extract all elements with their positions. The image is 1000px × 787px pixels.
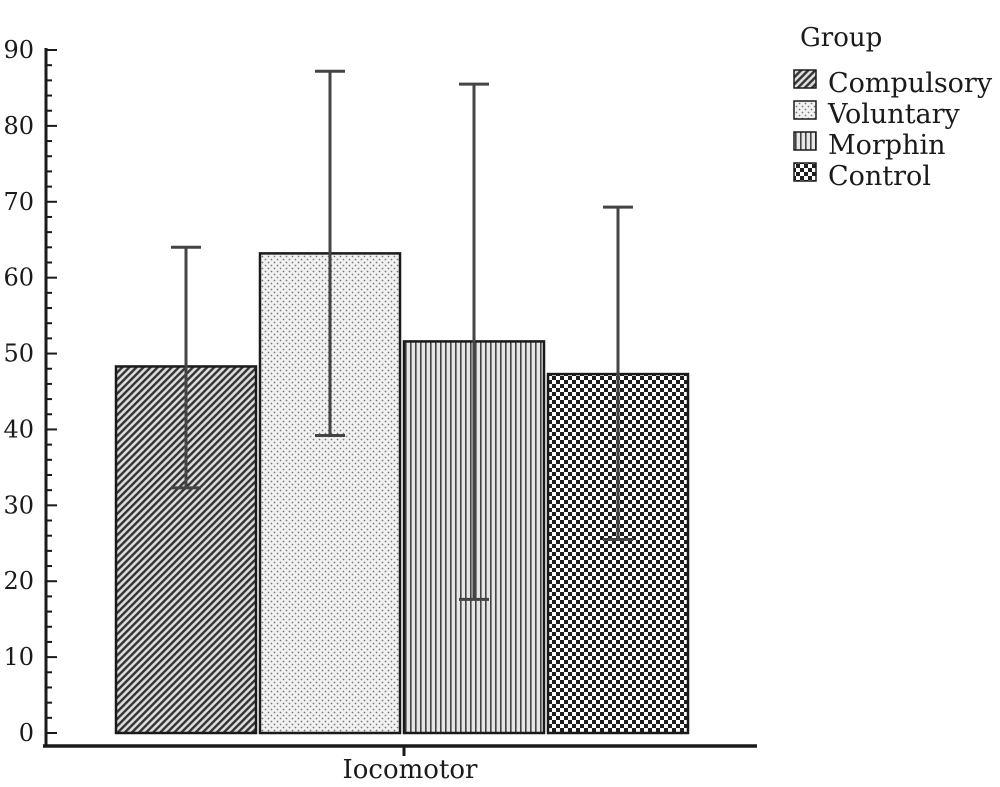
y-tick-label: 60 [3, 264, 34, 292]
legend-swatch-control [793, 162, 817, 182]
x-category-label: Iocomotor [343, 755, 479, 785]
y-tick-label: 70 [3, 188, 34, 216]
bars [114, 252, 690, 735]
legend-label-voluntary: Voluntary [827, 99, 961, 130]
legend-swatch-voluntary [793, 100, 817, 120]
y-tick-label: 50 [3, 340, 34, 368]
legend-label-compulsory: Compulsory [828, 68, 993, 99]
y-tick-label: 40 [3, 415, 34, 443]
y-tick-label: 20 [3, 567, 34, 595]
y-tick-label: 0 [19, 719, 34, 747]
y-tick-label: 30 [3, 491, 34, 519]
legend-swatch-morphin [793, 131, 817, 151]
legend-title: Group [800, 23, 882, 53]
legend-swatch-compulsory [793, 69, 817, 89]
y-tick-label: 80 [3, 112, 34, 140]
legend-label-control: Control [828, 161, 931, 192]
y-tick-label: 10 [3, 643, 34, 671]
y-tick-label: 90 [3, 36, 34, 64]
x-axis: Iocomotor [43, 744, 757, 785]
error-bars [171, 69, 633, 601]
legend-label-morphin: Morphin [828, 130, 946, 161]
y-axis: 0 10 20 30 40 50 60 70 80 90 [3, 36, 57, 747]
